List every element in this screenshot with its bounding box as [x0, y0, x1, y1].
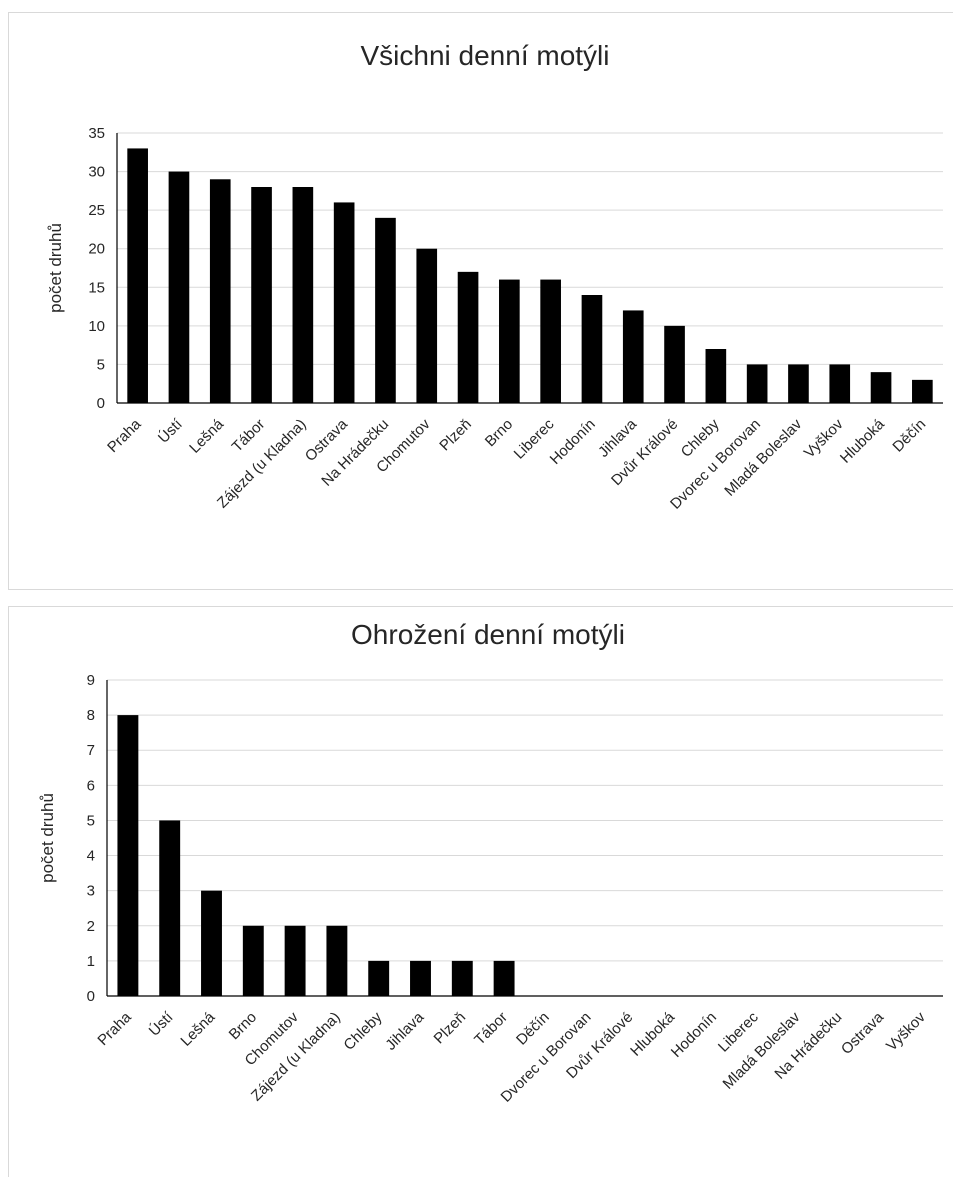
bar-plzen: [451, 960, 473, 996]
x-tick-label-decin: Děčín: [889, 416, 929, 456]
bar-zajezd-u-kladna: [326, 925, 348, 996]
bar-decin: [912, 379, 933, 403]
bar-usti: [168, 171, 190, 403]
y-tick-label: 0: [87, 988, 95, 1005]
y-tick-label: 2: [87, 918, 95, 935]
y-tick-label: 8: [87, 707, 95, 724]
x-tick-label-plzen: Plzeň: [431, 1009, 470, 1048]
x-tick-label-chleby: Chleby: [340, 1008, 385, 1053]
chart-endangered-butterflies: Ohrožení denní motýli počet druhů 0 1 2 3 4 5 6 7…: [38, 619, 943, 1106]
y-tick-label: 1: [87, 953, 95, 970]
chart-title: Ohrožení denní motýli: [351, 619, 625, 650]
bar-lesna: [201, 890, 222, 996]
bar-chomutov: [416, 248, 438, 403]
y-tick-label: 5: [97, 356, 105, 373]
bar-praha: [117, 715, 139, 996]
y-tick-label: 30: [88, 164, 105, 181]
bar-ostrava: [333, 202, 355, 403]
bar-tabor: [493, 960, 515, 996]
y-tick-label: 9: [87, 672, 95, 689]
bar-hodonin: [581, 295, 603, 403]
y-tick-label: 6: [87, 777, 95, 794]
bar-praha: [127, 148, 148, 403]
chart-panel-endangered-butterflies: Ohrožení denní motýli počet druhů 0 1 2 3 4 5 6 7…: [8, 606, 953, 1177]
x-tick-label-lesna: Lešná: [177, 1008, 218, 1049]
bar-zajezd-u-kladna: [292, 187, 314, 403]
y-axis-title: počet druhů: [38, 793, 57, 883]
x-tick-label-plzen: Plzeň: [436, 416, 475, 455]
y-tick-label: 5: [87, 812, 95, 829]
chart-panel-all-butterflies: Všichni denní motýli počet druhů 0 5 10 15 20 2…: [8, 12, 953, 590]
bar-tabor: [251, 187, 272, 403]
x-tick-label-lesna: Lešná: [186, 415, 227, 456]
y-tick-label: 20: [88, 241, 105, 258]
x-tick-label-jihlava: Jihlava: [382, 1008, 428, 1054]
bar-chleby: [705, 349, 727, 403]
x-tick-label-ostrava: Ostrava: [838, 1008, 888, 1058]
y-tick-label: 15: [88, 279, 105, 296]
x-tick-label-tabor: Tábor: [471, 1009, 511, 1049]
bar-hluboka: [870, 372, 892, 403]
bar-brno: [242, 925, 264, 996]
x-tick-label-hodonin: Hodonín: [668, 1009, 720, 1061]
chart-all-butterflies: Všichni denní motýli počet druhů 0 5 10 15 20 2…: [46, 40, 943, 513]
x-tick-label-decin: Děčín: [513, 1009, 553, 1049]
x-tick-label-brno: Brno: [482, 416, 516, 450]
y-tick-label: 10: [88, 318, 105, 335]
y-axis-title: počet druhů: [46, 223, 65, 313]
bar-lesna: [209, 179, 231, 403]
chart-title: Všichni denní motýli: [360, 40, 609, 71]
x-tick-label-vyskov: Vyškov: [883, 1008, 929, 1054]
bar-dvur-kralove: [664, 325, 685, 403]
bar-jihlava: [622, 310, 644, 403]
x-tick-label-praha: Praha: [104, 415, 145, 456]
y-tick-label: 3: [87, 883, 95, 900]
y-tick-label: 7: [87, 742, 95, 759]
bar-usti: [159, 820, 181, 996]
y-tick-label: 35: [88, 125, 105, 142]
bar-na-hradecku: [375, 217, 396, 403]
x-tick-label-praha: Praha: [94, 1008, 135, 1049]
y-tick-label: 4: [87, 848, 95, 865]
bar-plzen: [457, 271, 479, 403]
bar-brno: [499, 279, 520, 403]
x-tick-label-hluboka: Hluboká: [837, 415, 888, 466]
bar-vyskov: [829, 364, 851, 403]
x-tick-label-brno: Brno: [226, 1009, 260, 1043]
bar-dvorec-u-borovan: [746, 364, 768, 403]
bar-liberec: [540, 279, 561, 403]
y-tick-label: 0: [97, 395, 105, 412]
x-tick-label-tabor: Tábor: [229, 416, 269, 456]
y-tick-label: 25: [88, 202, 105, 219]
bar-mlada-boleslav: [788, 364, 809, 403]
bar-jihlava: [410, 960, 431, 996]
x-tick-label-usti: Ústí: [146, 1008, 177, 1039]
x-tick-label-hodonin: Hodonín: [547, 416, 599, 468]
bar-chomutov: [284, 925, 306, 996]
bar-chleby: [368, 960, 390, 996]
x-tick-label-usti: Ústí: [155, 415, 186, 446]
